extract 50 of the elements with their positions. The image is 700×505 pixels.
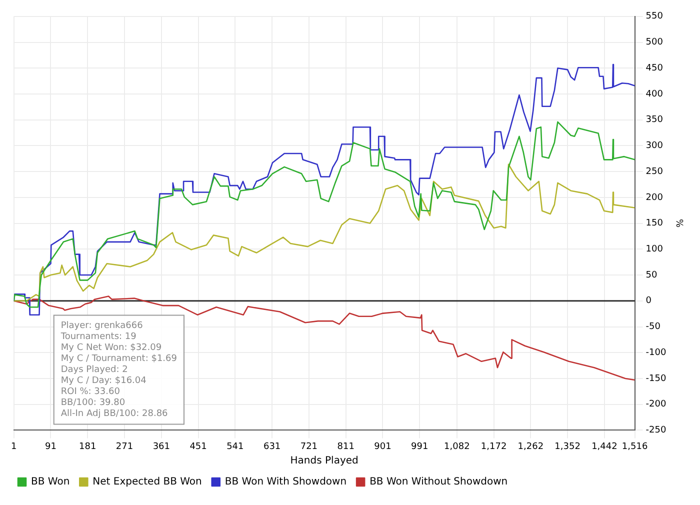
x-tick-label: 1,082 <box>444 442 470 452</box>
y-tick-label: 450 <box>646 63 664 74</box>
y-tick-label: 500 <box>646 38 664 48</box>
x-tick-label: 811 <box>337 442 354 452</box>
x-axis-title: Hands Played <box>290 456 358 467</box>
y-tick-label: -100 <box>646 348 666 358</box>
y-tick-label: -200 <box>646 400 666 410</box>
x-tick-label: 1,442 <box>592 442 618 452</box>
x-tick-label: 1 <box>10 442 17 452</box>
y-tick-label: -50 <box>646 322 661 332</box>
x-tick-label: 991 <box>411 442 428 452</box>
annotation: Tournaments: 19 <box>60 332 137 342</box>
y-tick-label: 400 <box>646 89 664 100</box>
y-tick-label: 550 <box>646 12 664 22</box>
annotation: Player: grenka666 <box>60 321 144 332</box>
x-tick-label: 1,516 <box>622 442 648 452</box>
y-tick-label: 150 <box>646 218 664 229</box>
annotation: ROI %: 33.60 <box>60 387 120 398</box>
x-tick-label: 631 <box>263 442 281 452</box>
y-tick-label: 100 <box>646 244 664 255</box>
annotation: My C / Tournament: $1.69 <box>60 354 178 364</box>
x-tick-label: 901 <box>374 442 392 452</box>
y-tick-label: 200 <box>646 192 664 203</box>
x-tick-label: 1,172 <box>480 442 507 452</box>
x-tick-label: 181 <box>79 442 96 452</box>
y-tick-label: 300 <box>646 141 664 152</box>
x-tick-label: 451 <box>190 442 207 452</box>
annotation: My C / Day: $16.04 <box>60 376 147 386</box>
y-tick-label: -250 <box>646 426 666 436</box>
legend-label: Net Expected BB Won <box>92 476 202 488</box>
y-tick-label: 0 <box>646 296 652 306</box>
x-tick-label: 91 <box>45 442 56 452</box>
legend-label: BB Won Without Showdown <box>370 476 508 488</box>
annotation: My C Net Won: $32.09 <box>60 343 162 354</box>
y-tick-label: 350 <box>646 115 664 126</box>
x-tick-label: 1,352 <box>554 442 580 452</box>
annotation: BB/100: 39.80 <box>60 398 126 408</box>
x-tick-label: 271 <box>116 442 134 452</box>
x-tick-label: 361 <box>152 442 170 452</box>
legend-label: BB Won <box>31 476 70 488</box>
y-tick-label: -150 <box>646 374 666 384</box>
annotation: Days Played: 2 <box>60 365 128 376</box>
y-tick-label: 250 <box>646 166 664 177</box>
x-tick-label: 541 <box>226 442 244 452</box>
legend-label: BB Won With Showdown <box>224 476 347 488</box>
y-axis-title: % <box>673 219 684 228</box>
y-tick-label: 50 <box>646 270 658 280</box>
annotation: All-In Adj BB/100: 28.86 <box>60 409 168 420</box>
x-tick-label: 721 <box>300 442 318 452</box>
x-tick-label: 1,262 <box>518 442 544 452</box>
